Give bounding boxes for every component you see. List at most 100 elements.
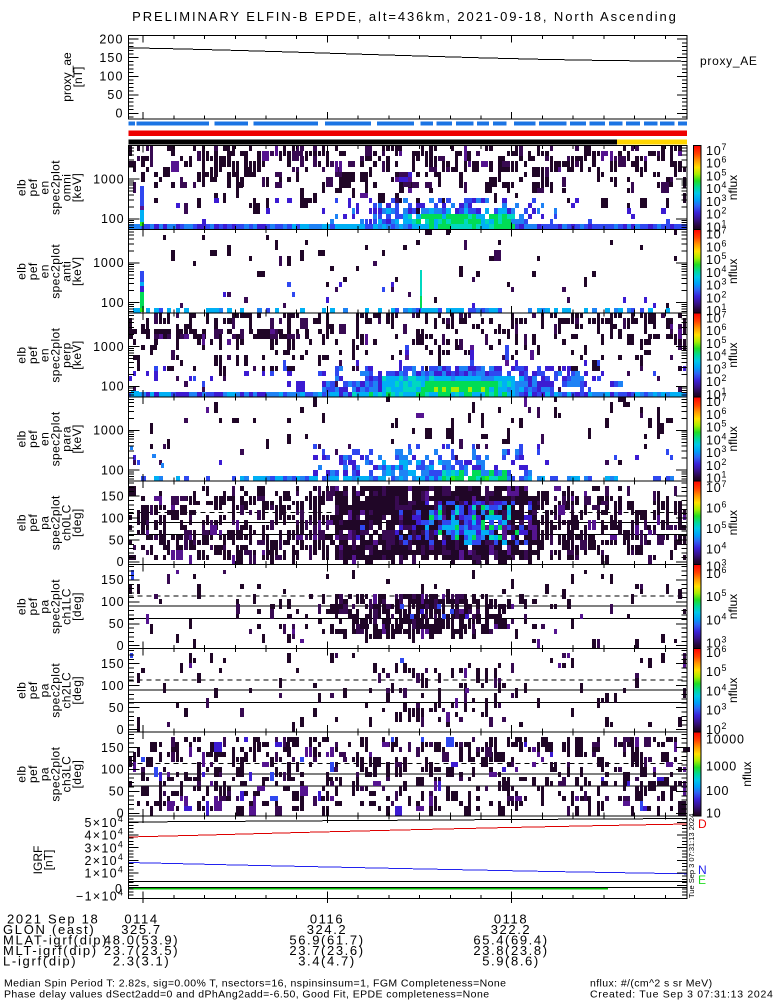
svg-text:103: 103	[706, 277, 727, 293]
svg-text:2021 Sep 18: 2021 Sep 18	[7, 912, 99, 927]
svg-text:elb: elb	[15, 598, 29, 615]
svg-text:pa: pa	[38, 516, 52, 530]
svg-text:100: 100	[99, 70, 123, 84]
svg-text:nflux: #/(cm^2 s sr MeV): nflux: #/(cm^2 s sr MeV)	[590, 978, 712, 990]
svg-text:pef: pef	[26, 681, 40, 699]
svg-text:65.4(69.4): 65.4(69.4)	[473, 933, 548, 948]
svg-text:3×104: 3×104	[85, 839, 125, 855]
svg-text:103: 103	[706, 360, 727, 376]
svg-text:1000: 1000	[93, 256, 124, 270]
svg-text:[deg]: [deg]	[70, 676, 84, 705]
svg-text:0: 0	[115, 107, 123, 121]
svg-text:ch1LC: ch1LC	[60, 588, 74, 625]
svg-text:elb: elb	[15, 765, 29, 782]
svg-text:nflux: nflux	[726, 510, 740, 535]
svg-text:elb: elb	[15, 430, 29, 447]
svg-text:Tue Sep 3 07:31:13 2024: Tue Sep 3 07:31:13 2024	[687, 814, 696, 898]
svg-text:en: en	[38, 180, 52, 194]
svg-text:[deg]: [deg]	[70, 592, 84, 621]
svg-text:IGRF: IGRF	[31, 846, 45, 875]
svg-text:5.9(8.6): 5.9(8.6)	[482, 954, 540, 969]
svg-text:E: E	[698, 873, 706, 887]
svg-text:PRELIMINARY ELFIN-B EPDE, alt=: PRELIMINARY ELFIN-B EPDE, alt=436km, 202…	[132, 9, 678, 24]
svg-text:100: 100	[101, 212, 125, 226]
svg-text:nflux: nflux	[726, 342, 740, 367]
svg-text:ch3LC: ch3LC	[60, 756, 74, 793]
svg-text:104: 104	[706, 348, 727, 364]
svg-text:48.0(53.9): 48.0(53.9)	[104, 933, 179, 948]
svg-text:150: 150	[101, 741, 125, 755]
svg-text:150: 150	[101, 489, 125, 503]
svg-text:102: 102	[706, 721, 727, 737]
svg-text:103: 103	[706, 193, 727, 209]
svg-text:104: 104	[706, 682, 727, 698]
svg-text:104: 104	[706, 264, 727, 280]
svg-text:nflux: nflux	[726, 259, 740, 284]
svg-text:2.3(3.1): 2.3(3.1)	[113, 954, 171, 969]
svg-text:ch0LC: ch0LC	[60, 504, 74, 541]
svg-text:perp: perp	[60, 342, 74, 368]
svg-text:0: 0	[117, 639, 125, 653]
svg-text:104: 104	[706, 611, 727, 627]
svg-text:104: 104	[706, 540, 727, 556]
svg-text:pef: pef	[26, 178, 40, 196]
svg-text:[deg]: [deg]	[70, 508, 84, 537]
svg-text:150: 150	[101, 657, 125, 671]
svg-text:[keV]: [keV]	[70, 173, 84, 202]
svg-text:105: 105	[706, 419, 727, 435]
svg-text:Median Spin Period T: 2.82s, s: Median Spin Period T: 2.82s, sig=0.00% T…	[4, 978, 506, 990]
svg-text:107: 107	[706, 479, 727, 495]
svg-text:23.7(23.6): 23.7(23.6)	[289, 943, 364, 958]
svg-text:104: 104	[706, 180, 727, 196]
svg-text:pa: pa	[38, 767, 52, 781]
svg-text:0: 0	[115, 882, 122, 896]
svg-text:[keV]: [keV]	[70, 257, 84, 286]
svg-text:[nT]: [nT]	[71, 67, 85, 88]
svg-text:spec2plot: spec2plot	[49, 244, 63, 299]
svg-text:spec2plot: spec2plot	[49, 663, 63, 718]
svg-text:100: 100	[101, 296, 125, 310]
svg-text:en: en	[38, 348, 52, 362]
svg-text:spec2plot: spec2plot	[49, 746, 63, 801]
svg-text:103: 103	[706, 444, 727, 460]
svg-text:nflux: nflux	[726, 678, 740, 703]
svg-text:10: 10	[706, 807, 722, 821]
svg-text:101: 101	[706, 470, 727, 486]
svg-text:102: 102	[706, 206, 727, 222]
svg-text:elb: elb	[15, 263, 29, 280]
svg-text:1000: 1000	[93, 424, 124, 438]
svg-text:325.7: 325.7	[121, 922, 162, 937]
svg-text:[keV]: [keV]	[70, 340, 84, 369]
svg-text:elb: elb	[15, 179, 29, 196]
svg-text:105: 105	[706, 663, 727, 679]
svg-text:1000: 1000	[706, 760, 737, 774]
svg-text:105: 105	[706, 251, 727, 267]
svg-text:50: 50	[109, 701, 125, 715]
svg-text:MLAT-igrf(dip): MLAT-igrf(dip)	[3, 933, 108, 948]
svg-text:105: 105	[706, 520, 727, 536]
svg-text:105: 105	[706, 588, 727, 604]
svg-text:100: 100	[101, 679, 125, 693]
svg-text:103: 103	[706, 635, 727, 651]
svg-text:D: D	[698, 817, 707, 831]
svg-text:elb: elb	[15, 346, 29, 363]
svg-text:107: 107	[706, 309, 727, 325]
svg-text:50: 50	[109, 533, 125, 547]
svg-text:100: 100	[706, 784, 729, 798]
svg-text:spec2plot: spec2plot	[49, 160, 63, 215]
svg-text:0: 0	[117, 555, 125, 569]
svg-text:106: 106	[706, 322, 727, 338]
svg-text:103: 103	[706, 557, 727, 573]
svg-text:107: 107	[706, 393, 727, 409]
svg-text:nflux: nflux	[726, 594, 740, 619]
svg-text:ch2LC: ch2LC	[60, 672, 74, 709]
svg-text:0: 0	[117, 723, 125, 737]
svg-text:150: 150	[101, 573, 125, 587]
svg-text:106: 106	[706, 565, 727, 581]
svg-text:102: 102	[706, 457, 727, 473]
svg-text:spec2plot: spec2plot	[49, 579, 63, 634]
svg-text:proxy_AE: proxy_AE	[700, 54, 758, 68]
svg-text:[deg]: [deg]	[70, 760, 84, 789]
svg-text:50: 50	[107, 88, 123, 102]
svg-text:nflux: nflux	[740, 761, 754, 786]
